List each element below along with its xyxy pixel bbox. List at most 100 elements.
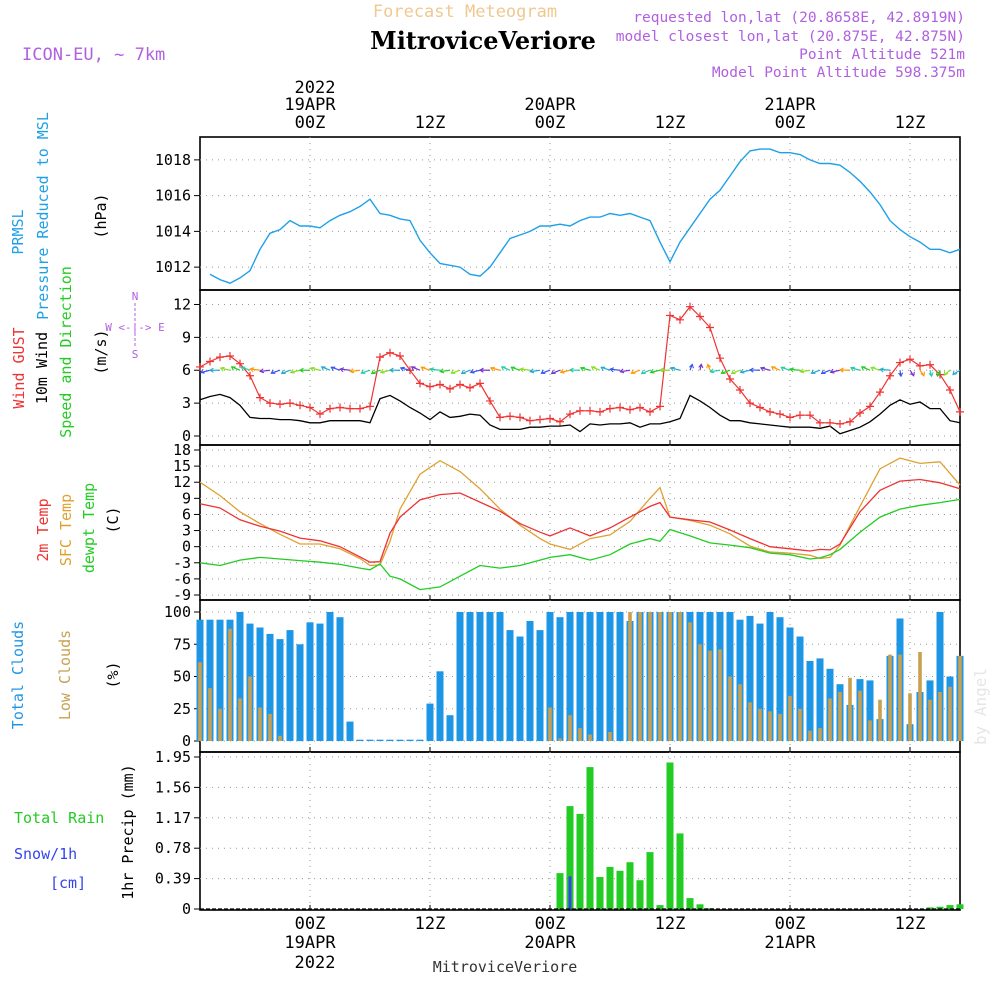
gust-marker bbox=[326, 404, 334, 413]
date-label-bottom: 19APR bbox=[284, 933, 336, 953]
ytick-label-wind: 6 bbox=[182, 361, 191, 379]
rain-bar bbox=[616, 870, 624, 909]
total-cloud-bar bbox=[446, 715, 454, 741]
gust-marker bbox=[656, 402, 664, 411]
gust-marker bbox=[766, 407, 774, 416]
time-label-top: 00Z bbox=[535, 113, 566, 133]
ytick-label-temp: -6 bbox=[173, 570, 191, 588]
ytick-label-temp: 18 bbox=[173, 441, 191, 459]
total-cloud-bar bbox=[416, 739, 424, 741]
wind-arrow-head bbox=[838, 367, 844, 373]
wind-arrow bbox=[490, 367, 501, 371]
gust-marker bbox=[946, 385, 954, 394]
wind-arrow-head bbox=[469, 368, 475, 374]
low-cloud-bar bbox=[808, 730, 812, 741]
gust-marker bbox=[266, 399, 274, 408]
wind-arrow bbox=[250, 368, 261, 371]
time-label-bottom: 00Z bbox=[535, 914, 566, 934]
gust-marker bbox=[756, 403, 764, 412]
wind-arrow-head bbox=[219, 366, 225, 372]
ytick-label-pressure: 1016 bbox=[155, 187, 191, 205]
wind-arrow-head bbox=[952, 370, 958, 376]
rain-bar bbox=[596, 877, 604, 909]
gust-marker bbox=[446, 384, 454, 393]
gust-marker bbox=[586, 406, 594, 415]
total-cloud-bar bbox=[356, 739, 364, 741]
date-label-top: 20APR bbox=[524, 95, 576, 115]
wind-arrow-head bbox=[550, 369, 556, 375]
wind-arrow-head bbox=[879, 367, 885, 373]
rain-bar bbox=[956, 904, 964, 909]
ytick-label-wind: 3 bbox=[182, 394, 191, 412]
low-cloud-bar bbox=[548, 707, 552, 741]
low-cloud-bar bbox=[958, 655, 962, 741]
gust-marker bbox=[846, 417, 854, 426]
low-cloud-bar bbox=[828, 698, 832, 741]
total-cloud-bar bbox=[606, 612, 614, 741]
gust-marker bbox=[216, 353, 224, 362]
gust-marker bbox=[246, 371, 254, 380]
low-cloud-bar bbox=[758, 708, 762, 742]
wind-arrow-head bbox=[519, 367, 525, 373]
gust-marker bbox=[476, 379, 484, 388]
wind-arrow-head bbox=[829, 368, 835, 374]
rain-bar bbox=[586, 767, 594, 909]
snow-bar bbox=[568, 876, 572, 909]
wind-arrow bbox=[340, 368, 351, 371]
wind-arrow-head bbox=[420, 366, 426, 372]
wind-arrow-head bbox=[199, 368, 205, 374]
ytick-label-pressure: 1014 bbox=[155, 222, 191, 240]
time-label-top: 00Z bbox=[295, 113, 326, 133]
gust-marker bbox=[276, 400, 284, 409]
wind-arrow-head bbox=[709, 368, 715, 374]
total-cloud-bar bbox=[366, 739, 374, 741]
ytick-label-temp: -9 bbox=[173, 586, 191, 604]
wind-arrow bbox=[200, 369, 211, 374]
pressure-line bbox=[209, 148, 961, 284]
low-cloud-bar bbox=[838, 692, 842, 741]
gust-marker bbox=[826, 418, 834, 427]
wind-arrow-head bbox=[339, 367, 345, 373]
wind-gust-line bbox=[199, 305, 961, 425]
wind-arrow-head bbox=[720, 369, 726, 374]
low-cloud-bar bbox=[688, 622, 692, 741]
ytick-label-temp: 15 bbox=[173, 457, 191, 475]
wind-arrow-head bbox=[489, 366, 495, 372]
panel-frame-precip bbox=[199, 751, 961, 911]
wind-arrow bbox=[530, 369, 541, 373]
wind-arrow-head bbox=[349, 368, 355, 374]
low-cloud-bar bbox=[698, 644, 702, 742]
wind-arrow-head bbox=[730, 369, 736, 375]
wind-arrow bbox=[290, 369, 301, 374]
time-label-top: 12Z bbox=[895, 113, 926, 133]
temp-2m-line bbox=[199, 478, 961, 563]
low-cloud-bar bbox=[608, 732, 612, 741]
pressure-unit: (hPa) bbox=[92, 193, 110, 238]
low-cloud-bar bbox=[278, 735, 282, 741]
total-cloud-bar bbox=[556, 617, 564, 741]
low-cloud-bar bbox=[258, 707, 262, 741]
point-altitude: Point Altitude 521m bbox=[799, 47, 965, 63]
wind-arrow-head bbox=[298, 367, 304, 373]
gust-marker bbox=[606, 404, 614, 413]
wind-arrow-head bbox=[309, 366, 315, 372]
wind-arrow-head bbox=[478, 367, 484, 373]
model-point-altitude: Model Point Altitude 598.375m bbox=[712, 65, 965, 81]
total-cloud-bar bbox=[216, 619, 224, 741]
ytick-label-precip: 1.56 bbox=[155, 778, 191, 796]
low-cloud-bar bbox=[578, 728, 582, 741]
wind-gust-label: Wind GUST bbox=[10, 327, 28, 408]
low-cloud-bar bbox=[628, 612, 632, 741]
total-cloud-bar bbox=[806, 661, 814, 741]
total-cloud-bar bbox=[526, 621, 534, 741]
wind-arrow-head bbox=[689, 363, 695, 369]
ytick-label-clouds: 75 bbox=[173, 635, 191, 653]
wind-arrow-head bbox=[429, 367, 435, 373]
ytick-label-temp: 6 bbox=[182, 505, 191, 523]
panel-frame-temp bbox=[199, 444, 961, 601]
wind-arrow bbox=[790, 368, 801, 371]
ytick-label-temp: -3 bbox=[173, 554, 191, 572]
total-cloud-bar bbox=[536, 630, 544, 741]
total-cloud-bar bbox=[256, 627, 264, 741]
